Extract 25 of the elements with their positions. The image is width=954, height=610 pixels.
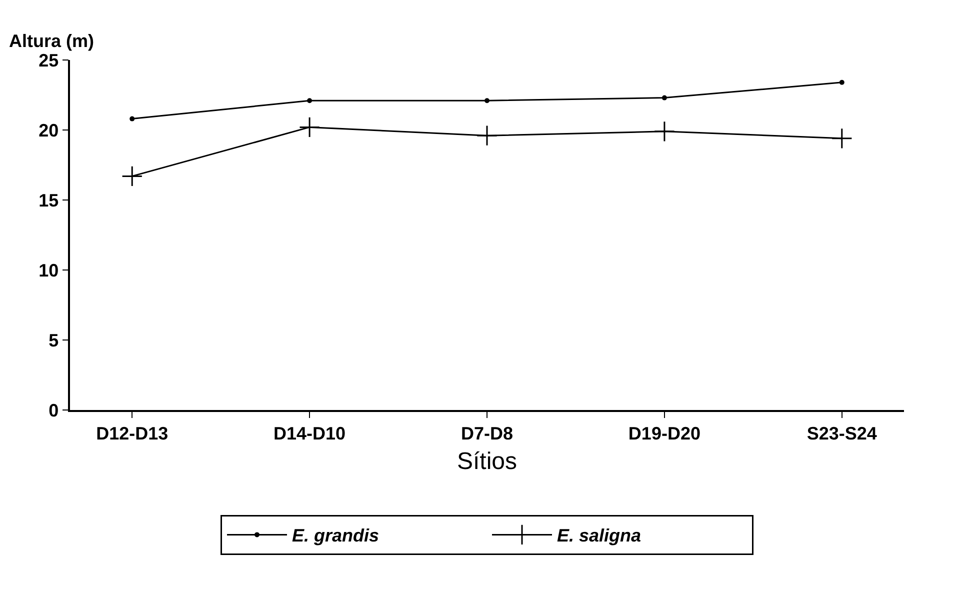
legend-label: E. grandis (292, 526, 380, 546)
point (831, 128, 852, 149)
point (654, 120, 675, 142)
x-axis-title: Sítios (456, 448, 518, 476)
point (662, 95, 667, 100)
point (839, 80, 844, 85)
x-tick-label: D7-D8 (460, 423, 514, 444)
y-tick-label: 0 (48, 400, 59, 420)
x-tick-label: D12-D13 (96, 423, 168, 444)
y-tick-label: 5 (48, 330, 59, 350)
point (307, 98, 312, 104)
point (476, 125, 498, 146)
y-tick-label: 15 (38, 190, 59, 210)
y-axis-title: Altura (m) (9, 31, 94, 51)
x-tick-label: D14-D10 (274, 423, 346, 444)
point (484, 98, 490, 104)
y-tick-label: 10 (38, 260, 59, 280)
legend-label: E. saligna (557, 526, 642, 546)
y-tick-label: 20 (38, 120, 59, 140)
point (130, 116, 135, 122)
y-tick-label: 25 (38, 50, 59, 70)
x-tick-label: D19-D20 (628, 423, 700, 444)
x-tick-label: S23-S24 (806, 423, 877, 444)
point (122, 166, 143, 187)
point (299, 116, 320, 138)
